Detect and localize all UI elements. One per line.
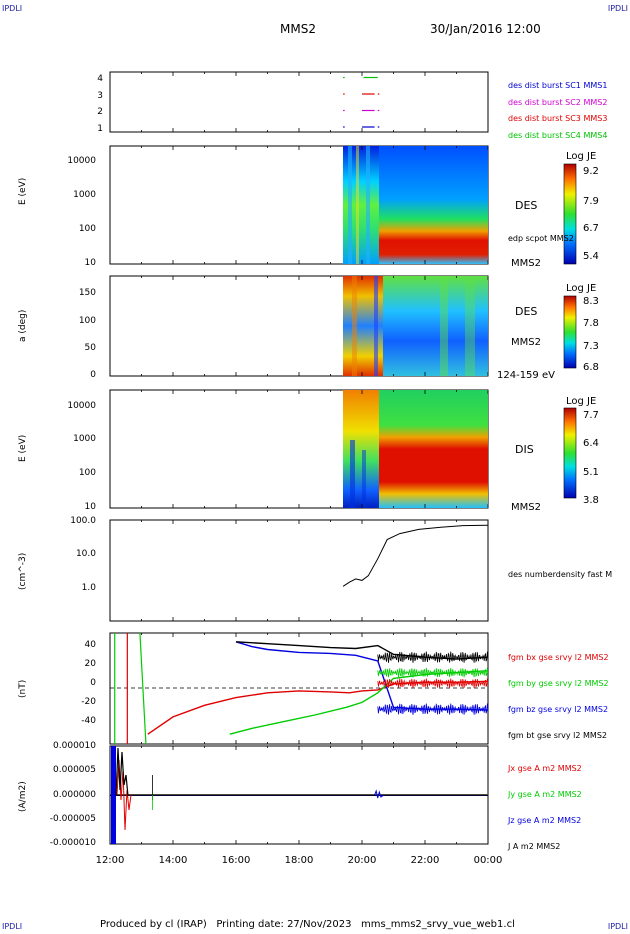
- field-fluctuation: [377, 667, 488, 678]
- colorbar-electron-energy: [563, 163, 577, 265]
- field-spike: [139, 633, 147, 744]
- burst-segments: [343, 76, 380, 128]
- field-fluctuation: [377, 703, 488, 715]
- magnetic-field-series: [114, 633, 488, 744]
- bz-line: [235, 641, 488, 711]
- corner-label-bottom-right: IPDLI: [607, 922, 628, 931]
- axis-ticks: [109, 72, 489, 844]
- colorbar-pitch-angle: [563, 295, 577, 369]
- panel-density-frame: [109, 519, 489, 622]
- current-perturbation: [374, 789, 385, 799]
- colorbar-ion-energy: [563, 407, 577, 499]
- panel-burst-frame: [109, 71, 489, 133]
- bt-line: [235, 641, 488, 660]
- panel-magnetic-field-frame: [109, 632, 489, 745]
- plot-title: MMS2: [280, 22, 316, 36]
- by-line: [229, 670, 488, 735]
- corner-label-top-right: IPDLI: [607, 4, 628, 13]
- spectrogram-pitch-angle: [343, 276, 488, 376]
- footer-credits: Produced by cl (IRAP) Printing date: 27/…: [100, 919, 515, 930]
- corner-label-bottom-left: IPDLI: [2, 922, 23, 931]
- density-line: [342, 524, 489, 587]
- plot-datetime: 30/Jan/2016 12:00: [430, 22, 541, 36]
- density-series: [342, 524, 489, 587]
- current-burst-j: [115, 747, 129, 797]
- colorbars: [563, 163, 577, 499]
- field-fluctuation: [377, 678, 488, 689]
- spectrogram-electron-energy: [343, 146, 488, 264]
- current-series: [110, 746, 488, 844]
- current-burst-jz: [111, 746, 116, 844]
- corner-label-top-left: IPDLI: [2, 4, 23, 13]
- spectrogram-ion-energy: [343, 390, 488, 508]
- field-fluctuation: [377, 651, 488, 663]
